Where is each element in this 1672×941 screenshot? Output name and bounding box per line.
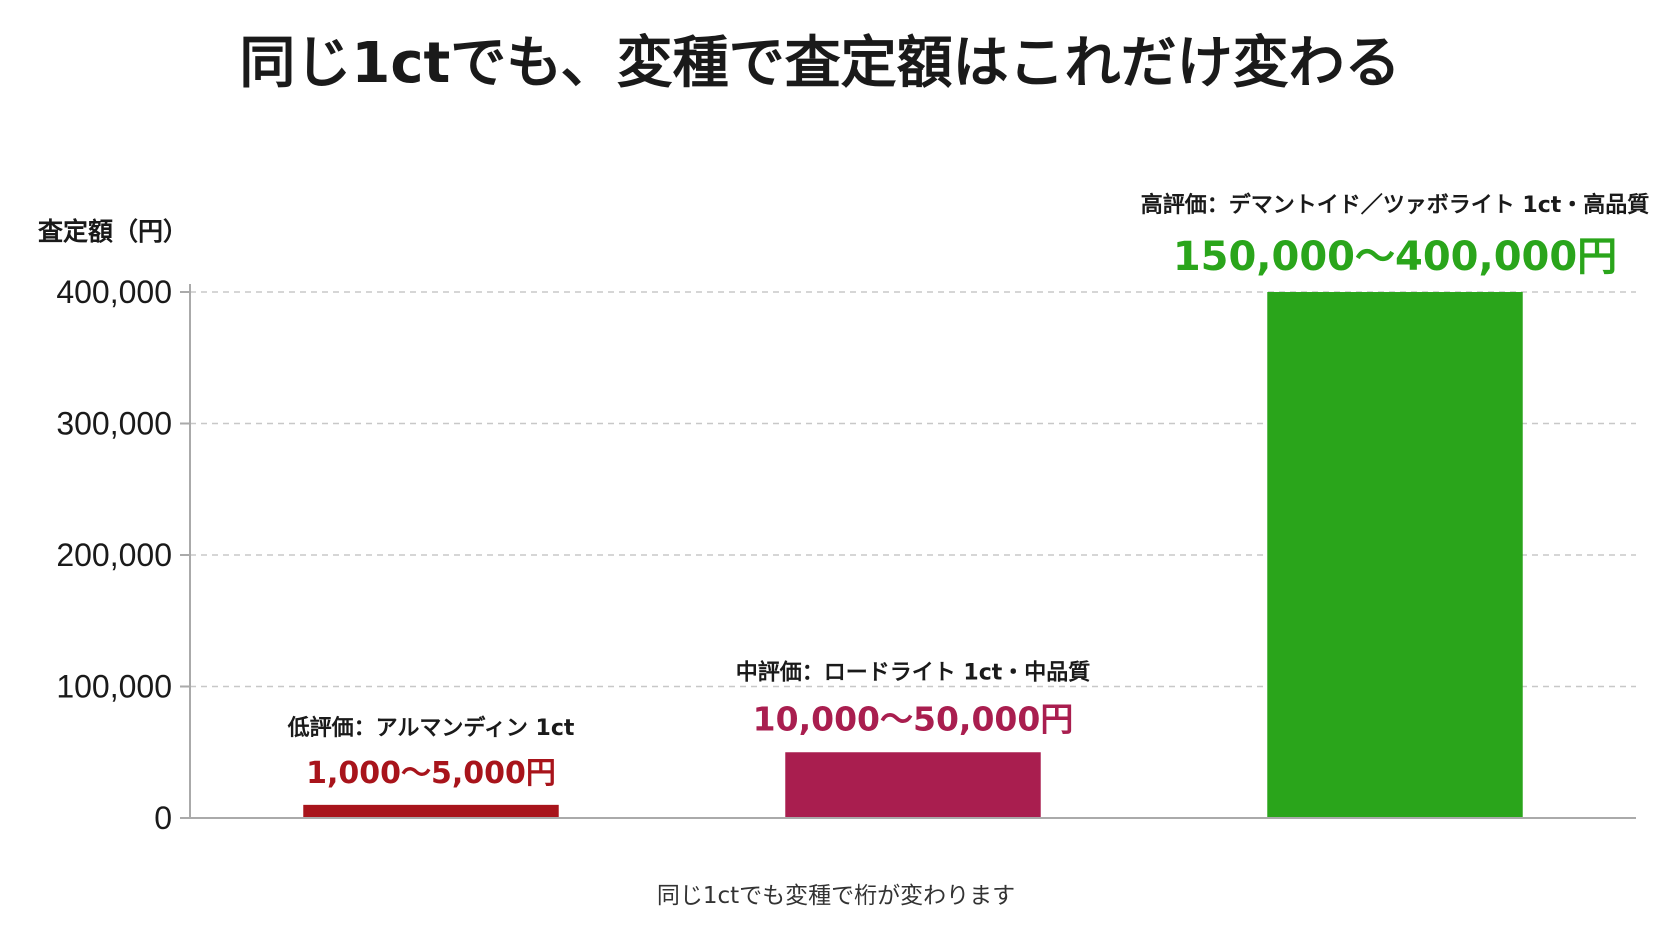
bar (303, 804, 559, 818)
y-tick-label: 100,000 (56, 669, 172, 705)
bar (785, 752, 1041, 818)
chart-title: 同じ1ctでも、変種で査定額はこれだけ変わる (239, 31, 1400, 96)
chart-caption: 同じ1ctでも変種で桁が変わります (657, 883, 1015, 909)
category-label: 中評価：ロードライト 1ct・中品質 (736, 659, 1091, 685)
y-tick-label: 0 (154, 800, 172, 836)
y-axis-ticks: 0 100,000 200,000 300,000 400,000 (56, 274, 190, 836)
range-label: 1,000〜5,000円 (306, 756, 556, 791)
y-tick-label: 400,000 (56, 274, 172, 310)
range-label: 10,000〜50,000円 (753, 699, 1074, 738)
y-tick-label: 200,000 (56, 537, 172, 573)
category-label: 高評価：デマントイド／ツァボライト 1ct・高品質 (1141, 192, 1650, 218)
y-tick-label: 300,000 (56, 406, 172, 442)
range-label: 150,000〜400,000円 (1173, 234, 1617, 280)
category-label: 低評価：アルマンディン 1ct (287, 715, 575, 741)
bar (1267, 292, 1523, 818)
bar-labels: 低評価：アルマンディン 1ct 1,000〜5,000円 中評価：ロードライト 1c… (287, 192, 1650, 791)
y-axis-label: 査定額（円） (38, 217, 188, 246)
bars (303, 292, 1523, 818)
